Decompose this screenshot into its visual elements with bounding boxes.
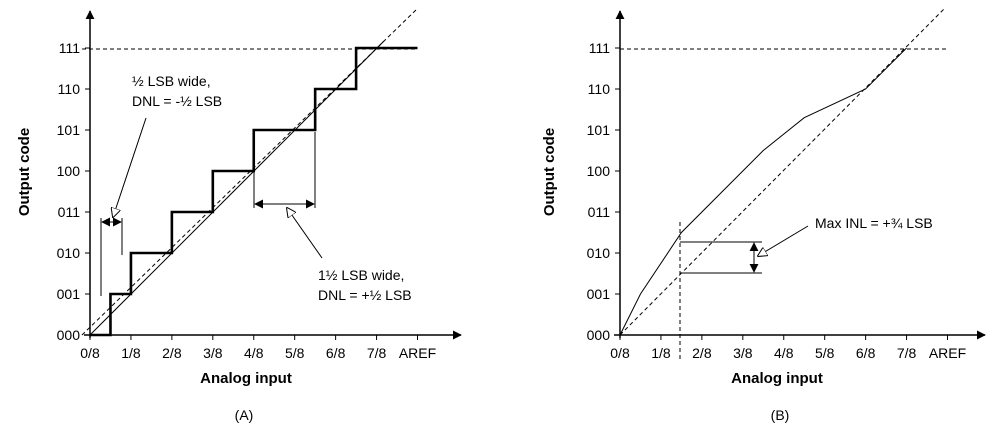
y-tick-label: 000 [57, 327, 81, 343]
y-tick-label: 010 [587, 245, 611, 261]
x-tick-label: 6/8 [856, 345, 876, 361]
y-tick-label: 100 [587, 163, 611, 179]
x-axis-title: Analog input [731, 370, 823, 387]
wide-step-callout-arrow [287, 208, 323, 259]
y-tick-label: 010 [57, 245, 81, 261]
panel-a-caption: (A) [235, 407, 254, 423]
inl-label: Max INL = +¾ LSB [815, 215, 933, 231]
y-ticks: 000 001 010 011 100 101 110 111 [57, 40, 90, 343]
x-tick-label: 5/8 [285, 345, 305, 361]
x-tick-label: 3/8 [733, 345, 753, 361]
y-axis-title: Output code [16, 128, 33, 216]
wide-step-label-line2: DNL = +½ LSB [318, 287, 412, 303]
ideal-transfer-line [619, 8, 945, 336]
x-tick-label: 1/8 [121, 345, 141, 361]
y-tick-label: 001 [57, 286, 81, 302]
x-tick-label: 7/8 [367, 345, 387, 361]
x-tick-label: 4/8 [244, 345, 264, 361]
x-tick-label: 2/8 [692, 345, 712, 361]
panel-b-caption: (B) [771, 407, 790, 423]
y-tick-label: 110 [588, 81, 611, 97]
x-tick-label: 4/8 [774, 345, 794, 361]
y-ticks: 000 001 010 011 100 101 110 111 [587, 40, 620, 343]
y-tick-label: 011 [58, 204, 81, 220]
x-tick-label: 0/8 [610, 345, 630, 361]
x-tick-label: 7/8 [897, 345, 917, 361]
y-tick-label: 111 [589, 40, 610, 56]
y-tick-label: 110 [58, 81, 81, 97]
panel-b: Max INL = +¾ LSB 000 001 010 011 100 101 110 11… [541, 8, 986, 423]
wide-step-label-line1: 1½ LSB wide, [318, 267, 404, 283]
staircase-transfer-curve [90, 46, 418, 337]
inl-callout-arrow [758, 225, 809, 256]
x-tick-label: AREF [929, 345, 966, 361]
x-tick-label: 3/8 [203, 345, 223, 361]
y-tick-label: 100 [57, 163, 81, 179]
narrow-step-label-line1: ½ LSB wide, [132, 73, 211, 89]
y-tick-label: 111 [59, 40, 80, 56]
narrow-step-callout-arrow [113, 117, 147, 217]
narrow-step-label-line2: DNL = -½ LSB [132, 93, 222, 109]
x-tick-label: 6/8 [326, 345, 346, 361]
y-tick-label: 011 [588, 204, 611, 220]
x-tick-label: AREF [399, 345, 436, 361]
panel-a: 000 001 010 011 100 101 110 111 0/8 1/8 2/8 3/8 4/8… [16, 7, 462, 423]
x-axis-title: Analog input [200, 370, 292, 387]
x-tick-label: 2/8 [162, 345, 182, 361]
x-ticks: 0/8 1/8 2/8 3/8 4/8 5/8 6/8 7/8 AREF [80, 335, 436, 361]
x-tick-label: 5/8 [815, 345, 835, 361]
x-tick-label: 1/8 [651, 345, 671, 361]
x-tick-label: 0/8 [80, 345, 100, 361]
y-axis-title: Output code [541, 128, 558, 216]
y-tick-label: 000 [587, 327, 611, 343]
transfer-curve [619, 47, 907, 336]
x-ticks: 0/8 1/8 2/8 3/8 4/8 5/8 6/8 7/8 AREF [610, 335, 966, 361]
y-tick-label: 101 [57, 122, 81, 138]
y-tick-label: 001 [587, 286, 611, 302]
y-tick-label: 101 [587, 122, 611, 138]
